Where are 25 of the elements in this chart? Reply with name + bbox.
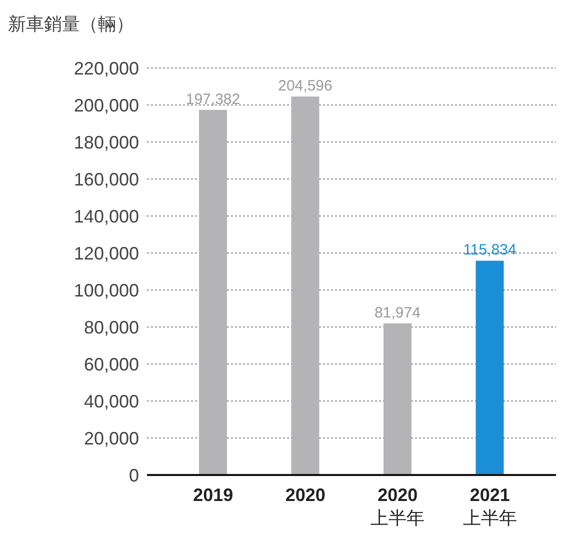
bar xyxy=(291,96,320,475)
x-tick-label: 2020 上半年 xyxy=(370,485,425,528)
bar xyxy=(476,260,504,475)
y-tick-label: 0 xyxy=(128,465,139,486)
data-label: 197,382 xyxy=(186,90,240,108)
y-tick-label: 40,000 xyxy=(84,391,139,412)
y-axis-title: 新車銷量（輛） xyxy=(8,14,134,34)
y-tick-label: 100,000 xyxy=(74,280,139,300)
y-tick-label: 120,000 xyxy=(74,243,139,264)
x-tick-label: 2021 上半年 xyxy=(462,485,517,528)
x-tick-label: 2020 xyxy=(285,485,326,505)
y-tick-label: 140,000 xyxy=(74,206,139,226)
bar xyxy=(199,110,227,475)
data-label: 204,596 xyxy=(278,77,332,94)
y-tick-label: 160,000 xyxy=(74,169,139,190)
y-tick-label: 180,000 xyxy=(74,132,139,152)
y-tick-label: 80,000 xyxy=(84,317,139,338)
y-tick-label: 60,000 xyxy=(84,354,139,374)
x-tick-label: 2019 xyxy=(193,485,234,505)
data-label: 81,974 xyxy=(374,304,420,322)
bar xyxy=(384,323,412,475)
y-tick-label: 20,000 xyxy=(84,428,139,448)
y-tick-label: 200,000 xyxy=(74,95,139,116)
y-tick-label: 220,000 xyxy=(74,58,139,78)
data-label: 115,834 xyxy=(463,242,516,259)
